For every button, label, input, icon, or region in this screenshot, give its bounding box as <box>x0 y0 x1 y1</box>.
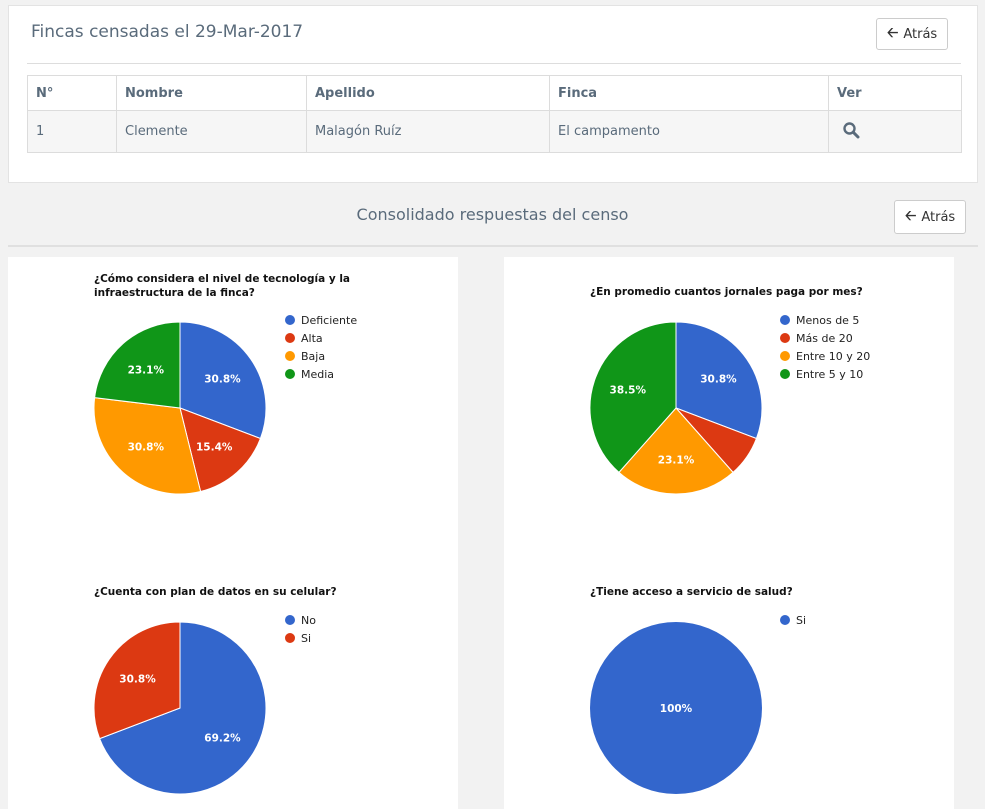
legend-item[interactable]: Media <box>285 365 357 383</box>
pie-chart-tecnologia: 30.8% 15.4% 30.8% 23.1% <box>93 321 267 495</box>
pie-slice-alta <box>179 407 262 493</box>
pie-data-label: 23.1% <box>128 364 165 376</box>
legend-marker-icon <box>285 615 295 625</box>
pie-slice-si <box>590 622 762 794</box>
arrow-left-icon: 🡠 <box>887 25 899 41</box>
cell-ver <box>828 110 962 153</box>
legend-marker-icon <box>780 333 790 343</box>
pie-data-label: 30.8% <box>128 442 165 454</box>
chart-title-plan-datos: ¿Cuenta con plan de datos en su celular? <box>94 586 337 598</box>
legend-jornales: Menos de 5 Más de 20 Entre 10 y 20 Entre 5 … <box>780 311 870 383</box>
pie-data-label: 30.8% <box>204 374 241 386</box>
pie-slice-media <box>94 321 181 409</box>
legend-marker-icon <box>285 351 295 361</box>
legend-marker-icon <box>285 633 295 643</box>
legend-item[interactable]: Si <box>780 611 806 629</box>
cell-finca: El campamento <box>549 110 829 153</box>
column-header-apellido: Apellido <box>306 75 550 111</box>
legend-label: Baja <box>301 349 326 363</box>
cell-n: 1 <box>27 110 117 153</box>
search-icon[interactable] <box>842 121 860 139</box>
column-header-nombre: Nombre <box>116 75 307 111</box>
legend-label: Si <box>796 613 807 627</box>
section-title: Consolidado respuestas del censo <box>356 205 629 224</box>
column-header-ver: Ver <box>828 75 962 111</box>
legend-item[interactable]: Si <box>285 629 316 647</box>
pie-data-label: 38.5% <box>610 385 647 397</box>
page-title: Fincas censadas el 29-Mar-2017 <box>31 22 304 42</box>
chart-title-tecnologia: ¿Cómo considera el nivel de tecnología y… <box>94 273 351 299</box>
pie-chart-salud: 100% <box>590 622 762 794</box>
table-header-row: N° Nombre Apellido Finca Ver <box>27 75 962 111</box>
column-header-n: N° <box>27 75 117 111</box>
legend-marker-icon <box>285 333 295 343</box>
table-row: 1 Clemente Malagón Ruíz El campamento <box>27 110 962 153</box>
legend-item[interactable]: No <box>285 611 316 629</box>
legend-marker-icon <box>780 615 790 625</box>
census-table: N° Nombre Apellido Finca Ver 1 Clemente … <box>27 75 962 153</box>
legend-label: No <box>301 613 316 627</box>
pie-slice-entre-5-y-10 <box>589 321 677 474</box>
legend-salud: Si <box>780 611 806 629</box>
pie-data-label: 100% <box>660 703 693 715</box>
back-button[interactable]: 🡠 Atrás <box>876 18 949 50</box>
legend-marker-icon <box>285 369 295 379</box>
legend-marker-icon <box>285 315 295 325</box>
pie-chart-plan-datos: 69.2% 30.8% <box>93 621 267 795</box>
pie-data-label: 30.8% <box>119 674 156 686</box>
legend-label: Si <box>301 631 312 645</box>
legend-plan-datos: No Si <box>285 611 316 647</box>
pie-slice-menos-de-5 <box>675 321 763 440</box>
legend-item[interactable]: Entre 5 y 10 <box>780 365 870 383</box>
pie-slice-deficiente <box>179 321 267 440</box>
legend-item[interactable]: Alta <box>285 329 357 347</box>
pie-data-label: 30.8% <box>700 374 737 386</box>
back-button-label: Atrás <box>903 26 938 42</box>
legend-marker-icon <box>780 351 790 361</box>
legend-marker-icon <box>780 369 790 379</box>
legend-label: Más de 20 <box>796 331 853 345</box>
section-back-button[interactable]: 🡠 Atrás <box>894 200 967 234</box>
pie-data-label: 69.2% <box>204 732 241 744</box>
pie-data-label: 15.4% <box>196 442 233 454</box>
census-list-panel: Fincas censadas el 29-Mar-2017 🡠 Atrás N… <box>8 5 978 183</box>
legend-item[interactable]: Baja <box>285 347 357 365</box>
pie-slice-no <box>99 621 267 795</box>
section-divider <box>8 245 978 247</box>
legend-item[interactable]: Deficiente <box>285 311 357 329</box>
divider <box>27 63 961 64</box>
cell-nombre: Clemente <box>116 110 307 153</box>
legend-label: Alta <box>301 331 323 345</box>
pie-slice-entre-10-y-20 <box>618 407 734 495</box>
pie-slice-baja <box>93 397 202 495</box>
legend-label: Entre 10 y 20 <box>796 349 871 363</box>
pie-slice-si <box>93 621 181 740</box>
arrow-left-icon: 🡠 <box>905 208 917 224</box>
legend-label: Deficiente <box>301 313 358 327</box>
pie-data-label: 23.1% <box>658 455 695 467</box>
legend-label: Media <box>301 367 335 381</box>
cell-apellido: Malagón Ruíz <box>306 110 550 153</box>
chart-title-jornales: ¿En promedio cuantos jornales paga por m… <box>590 286 863 298</box>
pie-chart-jornales: 30.8% 23.1% 38.5% <box>589 321 763 495</box>
legend-label: Entre 5 y 10 <box>796 367 864 381</box>
chart-title-salud: ¿Tiene acceso a servicio de salud? <box>590 586 793 598</box>
column-header-finca: Finca <box>549 75 829 111</box>
legend-marker-icon <box>780 315 790 325</box>
legend-item[interactable]: Entre 10 y 20 <box>780 347 870 365</box>
legend-item[interactable]: Más de 20 <box>780 329 870 347</box>
section-back-button-label: Atrás <box>921 209 956 225</box>
legend-tecnologia: Deficiente Alta Baja Media <box>285 311 357 383</box>
legend-label: Menos de 5 <box>796 313 860 327</box>
legend-item[interactable]: Menos de 5 <box>780 311 870 329</box>
